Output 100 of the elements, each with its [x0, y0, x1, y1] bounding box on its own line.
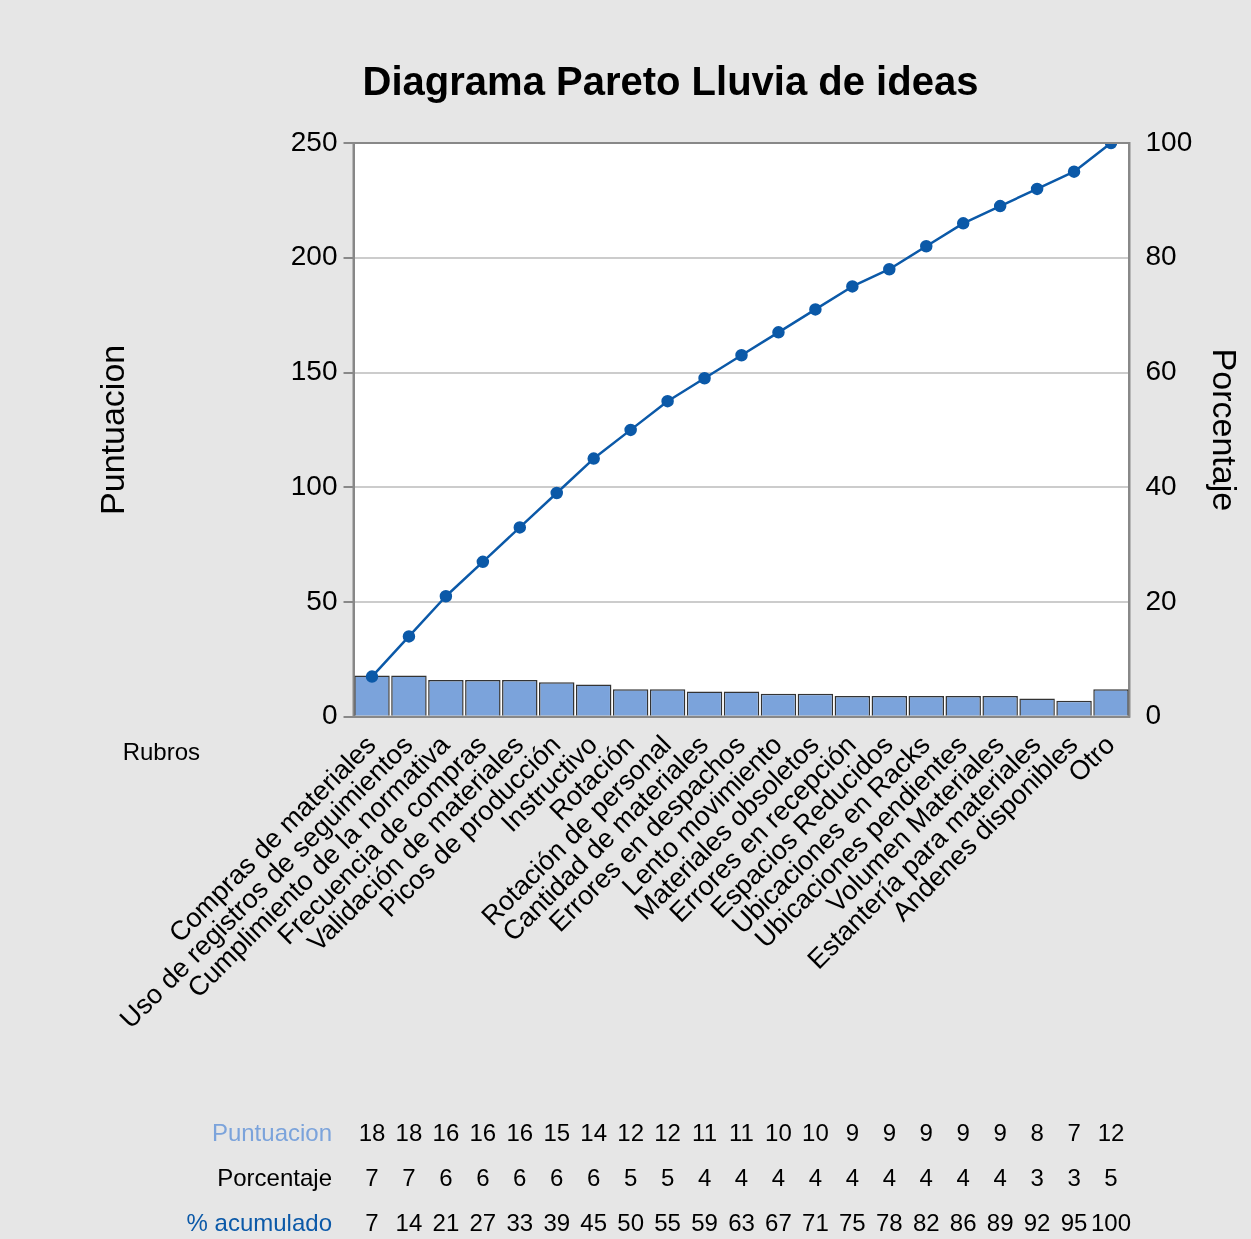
text: 4: [956, 1163, 970, 1191]
point: [513, 521, 527, 534]
data-label: 71: [802, 1208, 829, 1236]
text: 5: [623, 1163, 638, 1191]
data-label: 95: [1060, 1208, 1088, 1236]
y2-tick-label: 100: [1145, 125, 1193, 157]
text: 4: [882, 1163, 896, 1191]
point: [1067, 165, 1081, 178]
point: [846, 280, 859, 293]
data-label: 9: [993, 1118, 1007, 1146]
data-label: 11: [692, 1118, 718, 1146]
y2-tick-label: 0: [1145, 699, 1162, 731]
text: 7: [402, 1163, 416, 1191]
point: [439, 590, 453, 603]
text: 6: [550, 1163, 564, 1191]
point: [587, 452, 600, 465]
y2-tick-label: 40: [1145, 469, 1177, 501]
point: [883, 262, 896, 276]
point: [402, 630, 416, 643]
text: 4: [919, 1163, 933, 1191]
text: Porcentaje: [217, 1163, 332, 1191]
data-label: 16: [432, 1118, 460, 1146]
text: 3: [1067, 1163, 1081, 1191]
point: [735, 349, 748, 362]
point: [365, 670, 379, 683]
text: 6: [587, 1163, 601, 1191]
data-label: 10: [765, 1118, 792, 1146]
data-label: 9: [956, 1118, 970, 1146]
text: 4: [771, 1163, 786, 1191]
data-label: 67: [765, 1208, 792, 1236]
y2-tick-label: 80: [1145, 240, 1177, 272]
text: 6: [513, 1163, 527, 1191]
y-tick-label: 100: [290, 469, 338, 501]
data-label: 63: [728, 1208, 755, 1236]
text: 4: [734, 1163, 749, 1191]
y-tick-label: 150: [290, 355, 338, 387]
text: 3: [1030, 1163, 1044, 1191]
text: 5: [660, 1163, 675, 1191]
data-label: 86: [949, 1208, 977, 1236]
point: [809, 303, 822, 316]
data-label: 92: [1023, 1208, 1051, 1236]
text: 5: [1104, 1163, 1118, 1191]
data-label: 75: [839, 1208, 866, 1236]
data-label: 33: [506, 1208, 534, 1236]
y2-tick-label: 20: [1145, 584, 1177, 616]
data-label: 12: [1097, 1118, 1125, 1146]
x-axis-title: Rubros: [122, 738, 200, 766]
data-label: 12: [617, 1118, 644, 1146]
data-label: 14: [395, 1208, 423, 1236]
data-label: 45: [580, 1208, 608, 1236]
data-label: 39: [543, 1208, 571, 1236]
point: [661, 394, 674, 408]
text: 4: [808, 1163, 823, 1191]
text: 6: [476, 1163, 490, 1191]
data-label: 21: [432, 1208, 460, 1236]
chart-title: Diagrama Pareto Lluvia de ideas: [362, 59, 979, 104]
data-label: 55: [654, 1208, 681, 1236]
data-label: 16: [506, 1118, 534, 1146]
y-axis-title: Puntuacion: [92, 344, 131, 515]
y-tick-label: 250: [290, 125, 338, 157]
point: [698, 371, 711, 385]
point: [772, 326, 785, 339]
point: [956, 217, 970, 230]
y-tick-label: 50: [306, 584, 338, 616]
data-label: 50: [617, 1208, 644, 1236]
point: [624, 423, 637, 437]
data-label: 78: [875, 1208, 903, 1236]
y-tick-label: 0: [321, 699, 338, 731]
point: [550, 486, 563, 500]
text: Puntuacion: [211, 1118, 332, 1146]
data-label: 16: [469, 1118, 497, 1146]
data-label: 9: [919, 1118, 933, 1146]
data-label: 14: [580, 1118, 608, 1146]
point: [476, 555, 490, 569]
text: 4: [697, 1163, 712, 1191]
y2-axis-title: Porcentaje: [1206, 348, 1245, 512]
data-label: 89: [986, 1208, 1014, 1236]
data-label: 9: [882, 1118, 896, 1146]
data-label: 15: [543, 1118, 571, 1146]
text: 6: [439, 1163, 453, 1191]
data-label: 18: [395, 1118, 423, 1146]
data-label: 27: [469, 1208, 497, 1236]
point: [920, 240, 933, 253]
text: 7: [365, 1163, 379, 1191]
y2-tick-label: 60: [1145, 355, 1177, 387]
data-label: 11: [729, 1118, 754, 1146]
data-label: 8: [1030, 1118, 1044, 1146]
text: 4: [993, 1163, 1007, 1191]
text: % acumulado: [186, 1208, 332, 1236]
point: [1030, 182, 1044, 196]
data-label: 7: [1067, 1118, 1081, 1146]
data-label: 12: [654, 1118, 681, 1146]
data-label: 9: [845, 1118, 860, 1146]
data-label: 100: [1090, 1208, 1132, 1236]
data-label: 82: [912, 1208, 940, 1236]
point: [993, 199, 1007, 213]
data-label: 7: [365, 1208, 379, 1236]
y-tick-label: 200: [290, 240, 338, 272]
data-label: 10: [802, 1118, 829, 1146]
data-label: 59: [691, 1208, 718, 1236]
